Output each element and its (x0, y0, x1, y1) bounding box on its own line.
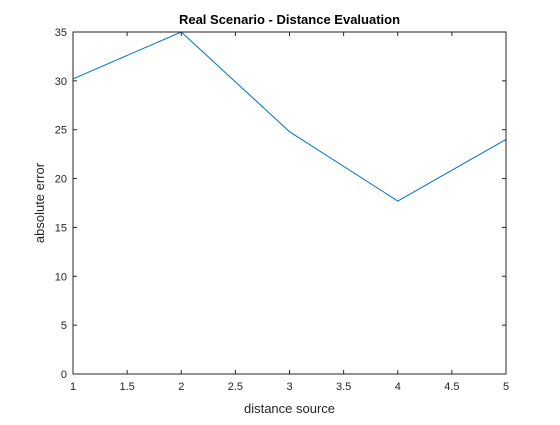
x-tick-label: 5 (503, 381, 509, 393)
y-tick-label: 25 (55, 125, 67, 137)
x-axis-label: distance source (244, 401, 335, 416)
y-tick-label: 20 (55, 174, 67, 186)
y-tick-label: 10 (55, 271, 67, 283)
x-tick-label: 1 (70, 381, 76, 393)
plot-area (73, 32, 506, 374)
x-tick-label: 2.5 (228, 381, 243, 393)
y-tick-label: 0 (61, 369, 67, 381)
series-line (72, 31, 507, 202)
y-axis-label: absolute error (32, 162, 47, 243)
x-tick-label: 4.5 (444, 381, 459, 393)
x-tick-label: 4 (395, 381, 401, 393)
x-tick-label: 3.5 (336, 381, 351, 393)
y-axis-ticks: 0 5 10 15 20 25 30 35 (55, 27, 506, 381)
x-tick-label: 3 (286, 381, 292, 393)
y-tick-label: 15 (55, 222, 67, 234)
x-axis-ticks: 1 1.5 2 2.5 3 3.5 4 4.5 5 (70, 32, 509, 393)
y-tick-label: 5 (61, 320, 67, 332)
series-layer (72, 31, 507, 202)
y-tick-label: 35 (55, 27, 67, 39)
x-tick-label: 2 (178, 381, 184, 393)
chart-title: Real Scenario - Distance Evaluation (179, 12, 400, 27)
x-tick-label: 1.5 (119, 381, 134, 393)
y-tick-label: 30 (55, 76, 67, 88)
